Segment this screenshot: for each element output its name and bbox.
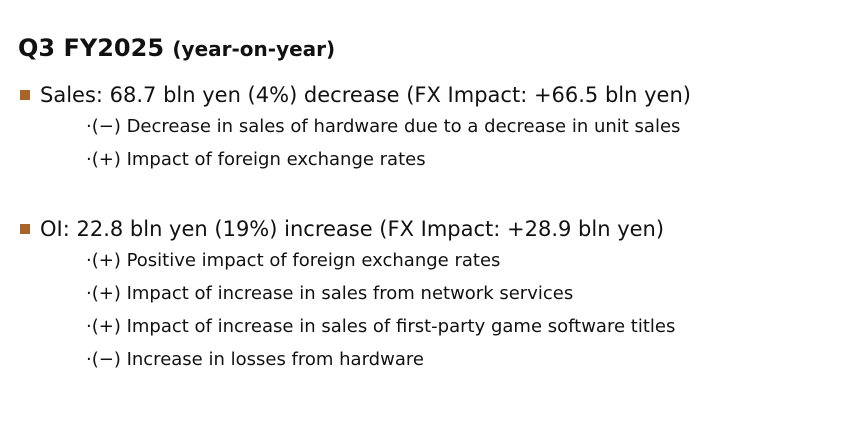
section: Sales: 68.7 bln yen (4%) decrease (FX Im… <box>18 80 691 176</box>
heading-text: Sales: 68.7 bln yen (4%) decrease (FX Im… <box>40 83 691 107</box>
section-heading: Sales: 68.7 bln yen (4%) decrease (FX Im… <box>18 80 691 110</box>
section: OI: 22.8 bln yen (19%) increase (FX Impa… <box>18 214 675 376</box>
sub-item: ·(+) Impact of increase in sales from ne… <box>86 283 574 304</box>
heading-text: OI: 22.8 bln yen (19%) increase (FX Impa… <box>40 217 665 241</box>
sub-item: ·(−) Increase in losses from hardware <box>86 349 424 370</box>
bullet-square <box>20 224 30 234</box>
sub-item: ·(+) Impact of foreign exchange rates <box>86 149 426 170</box>
section-heading: OI: 22.8 bln yen (19%) increase (FX Impa… <box>18 214 675 244</box>
title: Q3 FY2025 <box>18 34 165 62</box>
title-row: Q3 FY2025 (year-on-year) <box>18 34 335 62</box>
sub-item: ·(+) Positive impact of foreign exchange… <box>86 250 501 271</box>
sub-item: ·(−) Decrease in sales of hardware due t… <box>86 116 681 137</box>
subtitle: (year-on-year) <box>172 37 336 61</box>
sub-item: ·(+) Impact of increase in sales of firs… <box>86 316 676 337</box>
bullet-square <box>20 90 30 100</box>
